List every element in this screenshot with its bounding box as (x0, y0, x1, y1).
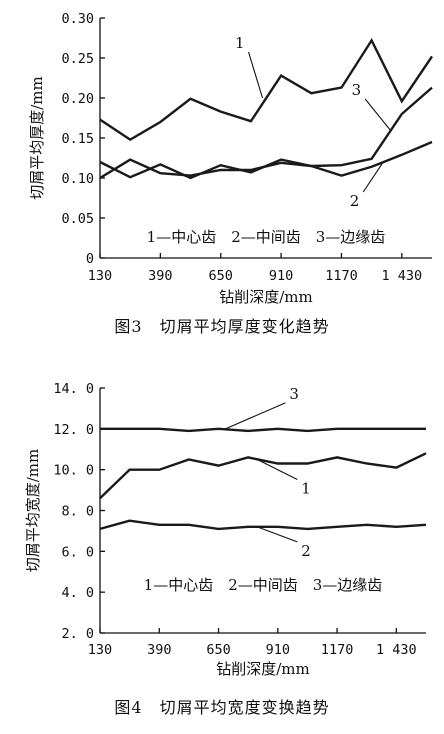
chart-width: 2. 0 4. 0 6. 0 8. 0 10. 0 12. 0 14. 0 130 390 650… (24, 381, 427, 678)
series-line-1 (99, 37, 433, 142)
y-tick-label: 0.30 (61, 11, 94, 27)
figure-caption: 图3 切屑平均厚度变化趋势 (114, 317, 330, 336)
y-tick-label: 8. 0 (61, 504, 94, 520)
x-tick-label: 910 (269, 268, 293, 284)
series-tag-3: 3 (289, 385, 299, 403)
chart-thickness: 0 0.05 0.10 0.15 0.20 0.25 0.30 130 390 650 910 117… (28, 11, 433, 306)
x-tick-label: 1 430 (376, 642, 417, 658)
x-tick-label: 130 (88, 268, 112, 284)
series-leader-line (247, 51, 264, 99)
figure-caption: 图4 切屑平均宽度变换趋势 (114, 698, 330, 717)
legend: 1—中心齿 2—中间齿 3—边缘齿 (144, 576, 383, 594)
series-leader-line (362, 161, 384, 193)
series-line-3 (99, 86, 433, 180)
series-leader-line (257, 526, 298, 543)
series-leader-line (257, 458, 298, 480)
series-line-2 (99, 140, 433, 180)
y-tick-label: 0.20 (61, 91, 94, 107)
series-tag-1: 1 (235, 34, 245, 52)
y-tick-label: 10. 0 (53, 463, 94, 479)
x-tick-label: 1170 (325, 268, 358, 284)
y-axis-title: 切屑平均厚度/mm (28, 76, 46, 200)
series-leader-line (225, 402, 286, 430)
series-leader-line (364, 98, 391, 131)
x-tick-label: 390 (148, 268, 172, 284)
x-tick-label: 650 (209, 268, 233, 284)
y-tick-label: 4. 0 (61, 585, 94, 601)
y-tick-label: 6. 0 (61, 544, 94, 560)
y-tick-label: 14. 0 (53, 381, 94, 397)
figure-3: 0 0.05 0.10 0.15 0.20 0.25 0.30 130 390 650 910 117… (0, 0, 444, 345)
x-tick-label: 1 430 (381, 268, 422, 284)
legend: 1—中心齿 2—中间齿 3—边缘齿 (147, 228, 386, 246)
y-tick-label: 0.15 (61, 131, 94, 147)
x-axis-title: 钻削深度/mm (216, 660, 310, 678)
y-tick-label: 0.05 (61, 211, 94, 227)
series-line-3 (100, 427, 426, 433)
figure-4: 2. 0 4. 0 6. 0 8. 0 10. 0 12. 0 14. 0 130 390 650… (0, 372, 444, 734)
y-tick-label: 0.25 (61, 51, 94, 67)
x-tick-label: 650 (206, 642, 230, 658)
y-tick-label: 2. 0 (61, 626, 94, 642)
series-tag-2: 2 (350, 192, 360, 210)
series-line-2 (99, 519, 427, 531)
y-tick-label: 0.10 (61, 171, 94, 187)
series-tag-3: 3 (352, 81, 362, 99)
x-tick-label: 390 (147, 642, 171, 658)
series-tag-2: 2 (301, 542, 311, 560)
y-tick-label: 12. 0 (53, 422, 94, 438)
x-tick-label: 130 (88, 642, 112, 658)
series-line-1 (99, 452, 427, 500)
x-axis-title: 钻削深度/mm (219, 288, 313, 306)
y-tick-label: 0 (86, 251, 94, 267)
x-tick-label: 910 (266, 642, 290, 658)
y-axis-title: 切屑平均宽度/mm (24, 449, 42, 573)
series-tag-1: 1 (301, 479, 311, 497)
x-tick-label: 1170 (321, 642, 354, 658)
